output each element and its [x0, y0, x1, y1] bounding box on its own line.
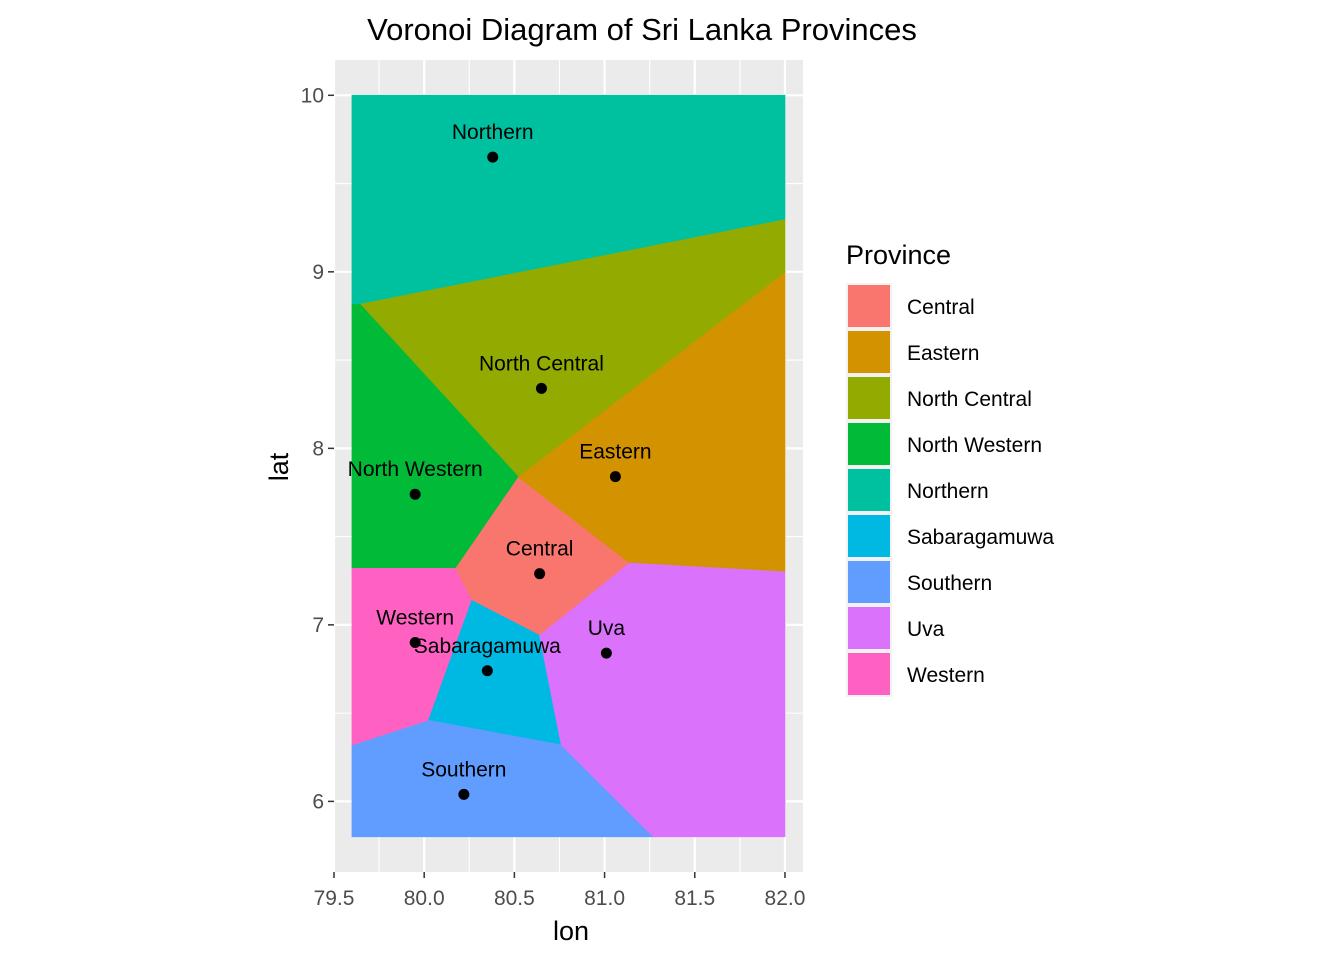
label-southern: Southern: [421, 758, 506, 781]
chart-title: Voronoi Diagram of Sri Lanka Provinces: [367, 12, 917, 47]
y-tick-label: 9: [312, 261, 324, 284]
label-western: Western: [376, 607, 454, 630]
x-tick-label: 80.0: [404, 887, 445, 910]
legend-swatch-sabaragamuwa: [848, 515, 890, 557]
legend-swatch-southern: [848, 561, 890, 603]
label-central: Central: [506, 538, 574, 561]
x-axis-title: lon: [553, 916, 589, 946]
label-sabaragamuwa: Sabaragamuwa: [414, 635, 561, 658]
voronoi-cells: [351, 94, 786, 838]
legend-swatch-uva: [848, 607, 890, 649]
x-tick-label: 82.0: [765, 887, 806, 910]
point-central: [534, 568, 546, 580]
y-axis-ticks: 6 7 8 9 10: [301, 84, 334, 813]
y-tick-label: 7: [312, 614, 324, 637]
y-tick-label: 10: [301, 84, 324, 107]
legend-swatch-western: [848, 653, 890, 695]
cell-northern: [351, 94, 786, 305]
x-tick-label: 80.5: [494, 887, 535, 910]
legend-label-northern: Northern: [907, 480, 989, 503]
legend: Province Central Eastern North Central Nort…: [846, 240, 1054, 697]
point-northern: [487, 151, 499, 163]
label-uva: Uva: [588, 617, 626, 640]
y-tick-label: 8: [312, 437, 324, 460]
legend-label-north-western: North Western: [907, 434, 1042, 457]
x-tick-label: 79.5: [314, 887, 355, 910]
label-north-central: North Central: [479, 352, 604, 375]
point-uva: [600, 647, 612, 659]
site-labels: Central Eastern North Central North Western…: [348, 121, 652, 781]
x-axis-ticks: 79.5 80.0 80.5 81.0 81.5 82.0: [314, 872, 806, 910]
legend-label-eastern: Eastern: [907, 342, 979, 365]
point-southern: [458, 788, 470, 800]
label-north-western: North Western: [348, 458, 483, 481]
legend-swatch-north-western: [848, 423, 890, 465]
legend-label-central: Central: [907, 296, 975, 319]
site-points: [409, 151, 621, 800]
label-northern: Northern: [452, 121, 534, 144]
point-north-central: [535, 382, 547, 394]
legend-title: Province: [846, 240, 951, 270]
legend-label-uva: Uva: [907, 618, 945, 641]
cell-western: [351, 568, 472, 746]
legend-label-north-central: North Central: [907, 388, 1032, 411]
legend-label-western: Western: [907, 664, 985, 687]
legend-label-sabaragamuwa: Sabaragamuwa: [907, 526, 1054, 549]
point-north-western: [409, 488, 421, 500]
legend-swatch-north-central: [848, 377, 890, 419]
legend-swatch-central: [848, 285, 890, 327]
cell-uva: [539, 562, 786, 838]
legend-label-southern: Southern: [907, 572, 992, 595]
y-axis-title: lat: [264, 452, 294, 481]
point-sabaragamuwa: [481, 665, 493, 677]
legend-swatch-northern: [848, 469, 890, 511]
x-tick-label: 81.0: [584, 887, 625, 910]
x-tick-label: 81.5: [674, 887, 715, 910]
y-tick-label: 6: [312, 790, 324, 813]
point-western: [409, 637, 421, 649]
label-eastern: Eastern: [579, 441, 651, 464]
point-eastern: [609, 471, 621, 483]
legend-swatch-eastern: [848, 331, 890, 373]
